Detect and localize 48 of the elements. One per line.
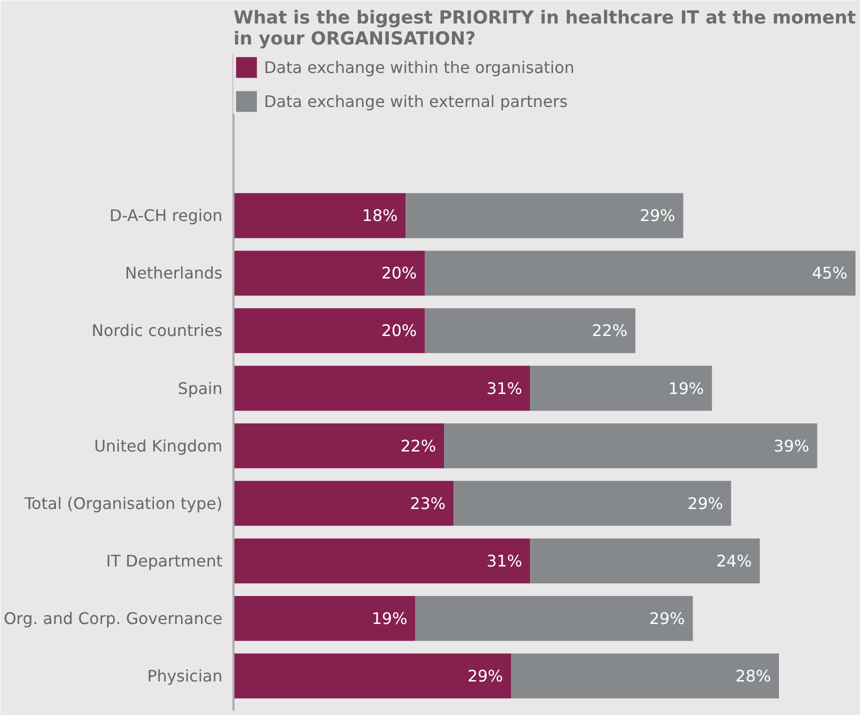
bar: [454, 480, 732, 526]
bar: [234, 250, 425, 296]
data-label: 29%: [649, 608, 685, 628]
y-tick-label: United Kingdom: [94, 436, 222, 456]
data-label: 29%: [640, 206, 676, 226]
y-tick-label: Netherlands: [124, 264, 222, 283]
data-label: 22%: [400, 436, 436, 456]
chart-title: What is the biggest PRIORITY in healthcare IT at the moment in your ORGANISATION?: [234, 8, 856, 50]
y-tick-label: Spain: [178, 378, 222, 398]
bar: [234, 193, 406, 238]
bar: [234, 308, 425, 354]
y-tick-label: Nordic countries: [92, 321, 223, 340]
bar: [415, 596, 693, 641]
bar: [530, 538, 760, 584]
data-label: 31%: [486, 551, 522, 570]
bar: [424, 250, 856, 296]
bar: [530, 366, 712, 411]
data-label: 22%: [592, 321, 628, 340]
bar: [511, 654, 779, 698]
legend-label: Data exchange within the organisation: [264, 58, 574, 76]
y-tick-label: Total (Organisation type): [24, 494, 223, 513]
y-tick-label: D-A-CH region: [110, 206, 222, 226]
bar: [234, 596, 416, 641]
bar: [444, 423, 818, 468]
bar: [234, 480, 454, 526]
bar: [234, 366, 530, 411]
data-label: 20%: [381, 264, 417, 283]
y-tick-label: Physician: [147, 666, 223, 686]
data-label: 19%: [668, 378, 704, 398]
legend-label: Data exchange with external partners: [264, 92, 568, 110]
data-label: 23%: [410, 494, 446, 513]
bar: [234, 654, 512, 698]
data-label: 24%: [716, 551, 752, 570]
bar: [234, 538, 530, 584]
data-label: 39%: [774, 436, 810, 456]
data-label: 28%: [735, 666, 771, 686]
data-label: 20%: [381, 321, 417, 340]
y-tick-label: Org. and Corp. Governance: [4, 608, 222, 628]
bar: [406, 193, 684, 238]
bar: [234, 423, 444, 468]
data-label: 18%: [362, 206, 398, 226]
data-label: 29%: [688, 494, 724, 513]
data-label: 45%: [812, 264, 848, 283]
bar: [424, 308, 636, 354]
data-label: 19%: [372, 608, 408, 628]
data-label: 31%: [486, 378, 522, 398]
y-tick-label: IT Department: [106, 551, 223, 570]
data-label: 29%: [467, 666, 504, 686]
